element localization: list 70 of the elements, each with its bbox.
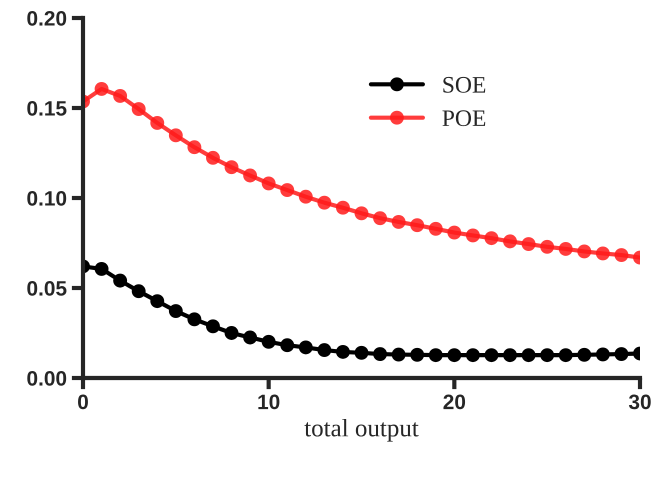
x-tick-label: 0 bbox=[78, 394, 88, 410]
point bbox=[447, 226, 462, 240]
point bbox=[243, 330, 258, 344]
y-tick-label: 0.20 bbox=[27, 11, 66, 26]
point bbox=[410, 218, 424, 232]
point bbox=[336, 200, 350, 215]
point bbox=[168, 304, 183, 318]
point bbox=[187, 140, 202, 154]
point bbox=[614, 248, 628, 262]
point bbox=[150, 116, 164, 130]
y-tick-label: 0.10 bbox=[27, 191, 66, 206]
point bbox=[596, 347, 610, 362]
y-tick-label: 0.05 bbox=[27, 281, 66, 296]
point bbox=[466, 348, 480, 362]
legend-label: POE bbox=[442, 110, 486, 126]
point bbox=[224, 160, 238, 174]
point bbox=[298, 340, 313, 354]
point bbox=[484, 231, 498, 246]
point bbox=[336, 344, 350, 359]
point bbox=[392, 348, 406, 362]
point bbox=[558, 242, 573, 256]
point bbox=[373, 347, 388, 362]
point bbox=[280, 183, 294, 198]
point bbox=[187, 312, 202, 326]
point bbox=[280, 338, 294, 352]
y-tick-label: 0.15 bbox=[27, 101, 66, 116]
point bbox=[354, 346, 368, 360]
point bbox=[540, 240, 554, 254]
point bbox=[466, 228, 480, 242]
point bbox=[113, 274, 128, 288]
x-tick-label: 20 bbox=[443, 394, 466, 410]
point bbox=[224, 326, 238, 340]
legend-label: SOE bbox=[443, 76, 486, 93]
point bbox=[540, 348, 554, 362]
x-tick-label: 10 bbox=[258, 394, 280, 410]
point bbox=[522, 237, 536, 252]
point bbox=[484, 348, 498, 362]
point bbox=[577, 244, 592, 258]
point bbox=[317, 196, 332, 210]
point bbox=[94, 82, 109, 96]
point bbox=[317, 343, 332, 358]
point bbox=[410, 348, 424, 362]
point bbox=[150, 294, 164, 308]
point bbox=[354, 206, 368, 220]
x-tick-label: 30 bbox=[628, 394, 651, 410]
point bbox=[132, 102, 146, 116]
point bbox=[596, 246, 610, 260]
y-tick-label: 0.00 bbox=[27, 371, 66, 386]
point bbox=[614, 347, 628, 362]
point bbox=[262, 334, 276, 349]
point bbox=[522, 348, 536, 362]
point bbox=[298, 190, 313, 204]
x-axis-title: total output bbox=[304, 418, 419, 442]
point bbox=[558, 348, 573, 362]
point bbox=[262, 176, 276, 190]
point bbox=[577, 348, 592, 362]
point bbox=[206, 150, 220, 165]
point bbox=[428, 348, 443, 362]
point bbox=[132, 284, 146, 298]
point bbox=[206, 319, 220, 334]
point bbox=[503, 348, 517, 362]
point bbox=[243, 168, 258, 182]
point bbox=[373, 211, 388, 226]
point bbox=[392, 214, 406, 229]
point bbox=[428, 222, 443, 236]
point bbox=[447, 348, 462, 362]
point bbox=[503, 234, 517, 248]
point bbox=[113, 88, 128, 103]
point bbox=[94, 262, 109, 276]
point bbox=[168, 128, 183, 142]
